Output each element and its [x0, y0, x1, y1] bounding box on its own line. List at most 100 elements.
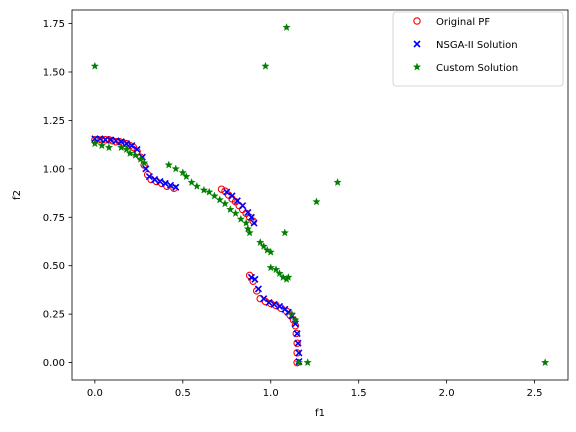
x-tick-label: 1.0	[263, 388, 279, 399]
data-point	[250, 219, 258, 227]
data-point	[259, 241, 268, 250]
data-point	[284, 272, 293, 281]
data-point	[199, 185, 209, 194]
data-point	[275, 302, 284, 310]
data-point	[275, 269, 284, 277]
data-point	[231, 209, 240, 217]
legend-marker-2	[412, 62, 422, 71]
x-tick-label: 0.0	[87, 388, 103, 399]
series-1	[91, 135, 303, 366]
y-tick-label: 0.50	[43, 261, 65, 272]
series-2	[90, 23, 550, 367]
data-point	[261, 61, 270, 70]
data-point	[263, 245, 272, 254]
y-tick-label: 1.25	[43, 116, 65, 127]
data-point	[293, 329, 301, 338]
data-point	[254, 285, 263, 293]
data-point	[187, 178, 196, 186]
data-point	[215, 195, 224, 204]
data-point	[136, 154, 145, 163]
x-tick-label: 2.5	[527, 388, 543, 399]
data-point	[247, 273, 255, 281]
data-point	[145, 173, 153, 181]
data-point	[293, 349, 301, 357]
data-point	[291, 322, 300, 330]
data-point	[312, 197, 321, 206]
data-point	[251, 275, 259, 283]
legend-label-nsga-ii: NSGA-II Solution	[436, 40, 518, 51]
data-point	[243, 224, 253, 233]
y-axis-label: f2	[12, 190, 23, 200]
legend: Original PF NSGA-II Solution Custom Solu…	[392, 11, 564, 87]
y-tick-label: 1.75	[43, 19, 65, 30]
data-point	[256, 238, 265, 246]
data-point	[192, 181, 202, 190]
data-point	[210, 191, 219, 200]
x-axis-label: f1	[315, 408, 325, 419]
data-point	[122, 145, 131, 154]
data-point	[292, 329, 301, 338]
data-point	[112, 137, 120, 145]
data-point	[178, 168, 187, 177]
x-tick-label: 0.5	[175, 388, 191, 399]
data-point	[282, 23, 291, 31]
legend-label-original-pf: Original PF	[436, 17, 490, 28]
y-tick-label: 1.00	[43, 164, 65, 175]
data-point	[171, 164, 180, 173]
data-point	[90, 61, 100, 70]
legend-markers	[412, 17, 422, 71]
data-point	[104, 143, 114, 152]
legend-label-custom: Custom Solution	[436, 63, 518, 74]
data-point	[161, 179, 169, 187]
data-point	[122, 140, 131, 148]
data-point	[90, 139, 100, 148]
data-point	[139, 158, 149, 167]
data-point	[293, 339, 301, 347]
data-point	[205, 187, 214, 196]
y-tick-label: 0.25	[43, 310, 65, 321]
data-point	[142, 165, 150, 173]
data-point	[128, 142, 136, 150]
data-point	[294, 358, 304, 367]
data-point	[270, 300, 278, 309]
data-point	[244, 208, 252, 217]
data-point	[294, 339, 302, 347]
y-tick-label: 1.50	[43, 67, 65, 78]
data-point	[97, 141, 107, 150]
data-point	[266, 247, 275, 256]
data-point	[166, 181, 175, 189]
data-point	[107, 136, 115, 144]
data-point	[96, 135, 104, 143]
data-point	[271, 265, 281, 274]
data-point	[291, 315, 300, 324]
data-point	[280, 228, 289, 237]
data-point	[266, 263, 275, 272]
data-point	[241, 218, 251, 227]
data-point	[182, 172, 191, 181]
data-point	[223, 188, 231, 196]
data-point	[260, 295, 268, 303]
x-axis-ticks: 0.0 0.5 1.0 1.5 2.0 2.5	[87, 380, 543, 399]
data-point	[247, 213, 255, 221]
data-point	[164, 160, 173, 169]
data-point	[236, 214, 246, 223]
legend-marker-1	[413, 40, 421, 48]
data-point	[295, 349, 303, 357]
data-point	[131, 150, 140, 159]
data-point	[226, 205, 235, 214]
data-point	[303, 358, 312, 367]
x-tick-label: 1.5	[351, 388, 367, 399]
legend-box	[392, 11, 564, 87]
data-point	[117, 138, 125, 146]
data-point	[233, 197, 241, 205]
data-point	[540, 358, 550, 367]
data-point	[117, 143, 126, 152]
data-point	[151, 175, 159, 184]
data-point	[287, 309, 297, 318]
x-tick-label: 2.0	[439, 388, 455, 399]
data-point	[101, 136, 109, 144]
plot-marks	[90, 23, 550, 367]
data-point	[228, 192, 236, 200]
data-point	[125, 148, 135, 157]
